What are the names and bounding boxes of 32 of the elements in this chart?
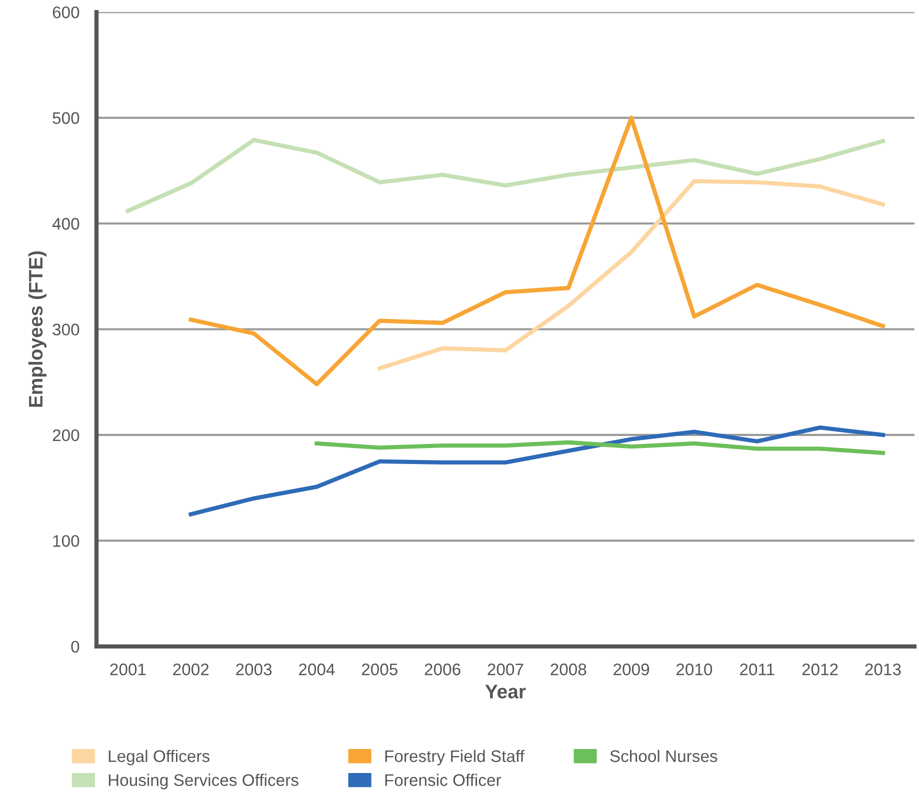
- line-series: [314, 440, 886, 456]
- x-tick-label: 2008: [550, 664, 586, 676]
- y-tick-label: 300: [52, 324, 80, 336]
- x-tick-label: 2002: [173, 664, 209, 676]
- x-tick-label: 2001: [110, 664, 146, 676]
- x-tick-label: 2009: [614, 664, 650, 676]
- y-tick-label: 200: [52, 429, 80, 442]
- y-tick-label: 0: [71, 640, 80, 653]
- line-series: [126, 138, 886, 213]
- x-tick-label: 2011: [740, 664, 774, 676]
- legend-label: Forestry Field Staff: [385, 750, 524, 766]
- line-series: [188, 116, 886, 386]
- x-tick-label: 2007: [488, 664, 524, 676]
- x-tick-label: 2006: [424, 664, 460, 676]
- x-tick-label: 2004: [299, 664, 335, 676]
- line-series: [378, 179, 886, 370]
- y-tick-label: 100: [53, 535, 80, 547]
- legend-label: Legal Officers: [108, 750, 210, 766]
- y-tick-label: 500: [52, 112, 80, 124]
- legend-label: School Nurses: [610, 750, 718, 762]
- legend-label: Housing Services Officers: [108, 774, 298, 790]
- x-tick-label: 2012: [802, 664, 838, 676]
- legend-label: Forensic Officer: [385, 774, 502, 786]
- y-axis-title: Employees (FTE): [28, 251, 46, 407]
- x-tick-label: 2005: [362, 664, 398, 676]
- x-axis-title: Year: [485, 684, 526, 698]
- y-tick-label: 600: [52, 6, 80, 18]
- y-tick-label: 400: [52, 218, 80, 230]
- x-tick-label: 2003: [236, 664, 272, 676]
- line-series: [188, 425, 886, 516]
- x-tick-label: 2010: [676, 664, 712, 676]
- x-tick-label: 2013: [865, 664, 901, 676]
